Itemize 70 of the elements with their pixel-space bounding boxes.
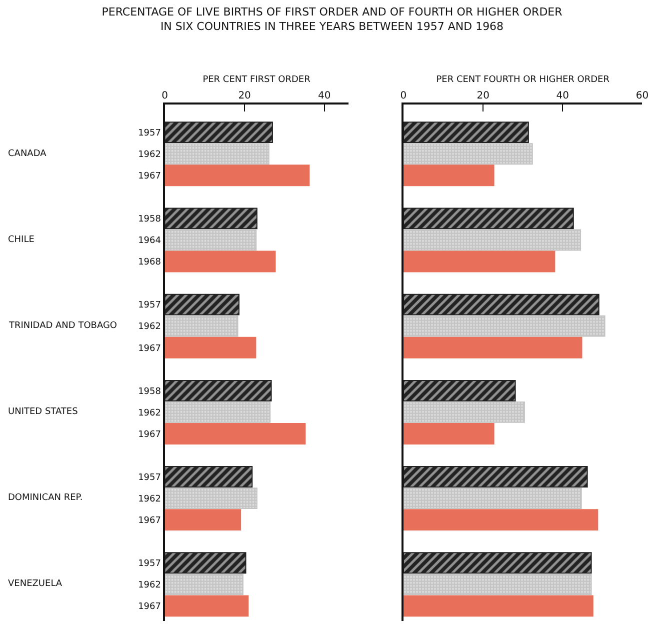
bar (403, 164, 494, 186)
bar (403, 336, 582, 358)
y-tick-label: 1967 (138, 430, 161, 440)
text: VENEZUELA (8, 579, 63, 589)
bar (403, 294, 600, 316)
bar (164, 164, 310, 186)
bar (403, 208, 574, 230)
bar (164, 401, 271, 423)
text: TRINIDAD AND TOBAGO (8, 321, 118, 331)
x-tick-label: 60 (636, 90, 649, 102)
bar (403, 488, 582, 510)
x-tick-label: 20 (238, 90, 251, 102)
y-tick-label: 1962 (138, 322, 161, 332)
bar (164, 574, 244, 596)
y-tick-label: 1967 (138, 172, 161, 182)
bar (403, 509, 598, 531)
bar (164, 122, 273, 144)
bar (403, 250, 556, 272)
y-tick-label: 1958 (138, 214, 162, 225)
x-tick-label: 20 (476, 90, 490, 102)
bar (164, 229, 257, 251)
bar (164, 208, 258, 230)
text: DOMINICAN REP. (8, 493, 83, 503)
y-tick-label: 1967 (138, 516, 161, 526)
y-tick-label: 1962 (138, 580, 161, 591)
y-tick-label: 1962 (138, 408, 161, 418)
x-tick-label: 40 (556, 90, 570, 102)
bar (403, 401, 525, 423)
chart-title: PERCENTAGE OF LIVE BIRTHS OF FIRST ORDER AND OF FOURTH OR HIGHER ORDER IN SIX COUNTRIES IN THREE YEARS BETWEEN 1957 AND 1968 (102, 6, 563, 33)
y-tick-label: 1967 (138, 602, 161, 612)
bar (164, 466, 253, 488)
bar (164, 336, 256, 358)
x-axis-title: PER CENT FOURTH OR HIGHER ORDER (436, 75, 610, 86)
bar (403, 423, 494, 444)
bar (164, 423, 306, 444)
bar (164, 143, 270, 165)
x-tick-label: 0 (400, 90, 407, 102)
x-tick-label: 0 (162, 90, 168, 102)
y-tick-label: 1962 (138, 494, 161, 504)
bar (403, 122, 529, 144)
y-tick-label: 1957 (138, 559, 161, 570)
bar (403, 552, 592, 574)
bar (403, 595, 594, 617)
x-tick-label: 40 (318, 90, 331, 102)
bar (403, 380, 516, 402)
text: CHILE (8, 235, 35, 245)
y-tick-label: 1958 (138, 386, 162, 397)
bar (403, 574, 592, 596)
bar (164, 294, 240, 316)
y-tick-label: 1964 (138, 236, 162, 246)
bar (164, 552, 246, 574)
bar (164, 380, 272, 402)
y-tick-label: 1957 (138, 128, 161, 138)
bar (164, 488, 258, 510)
text: CANADA (8, 149, 48, 159)
y-tick-label: 1957 (138, 472, 161, 483)
y-tick-label: 1962 (138, 150, 161, 160)
bar (403, 229, 582, 251)
bar (164, 595, 249, 617)
bar (403, 143, 533, 165)
y-tick-label: 1957 (138, 300, 161, 311)
bar (164, 250, 276, 272)
bar (403, 315, 606, 337)
bar (164, 509, 242, 531)
bar (164, 315, 238, 337)
bar (403, 466, 588, 488)
y-tick-label: 1967 (138, 344, 161, 354)
x-axis-title: PER CENT FIRST ORDER (202, 75, 310, 86)
text: UNITED STATES (8, 407, 78, 417)
y-tick-label: 1968 (138, 258, 162, 268)
